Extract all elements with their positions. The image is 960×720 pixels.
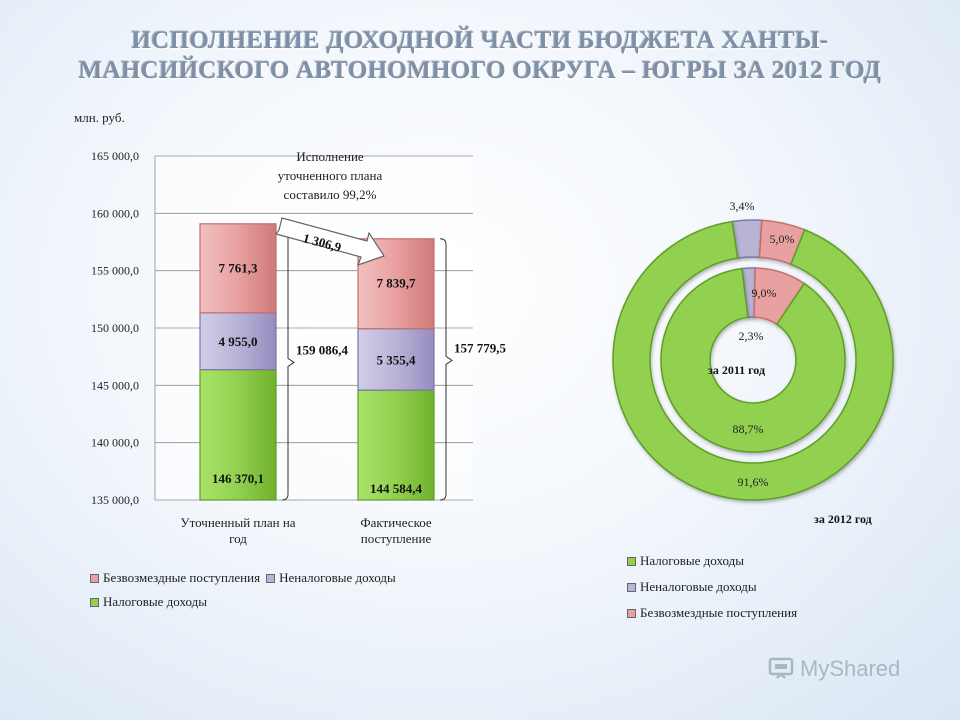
y-tick-label: 135 000,0 bbox=[91, 493, 139, 507]
y-tick-label: 165 000,0 bbox=[91, 149, 139, 163]
annotation-line: составило 99,2% bbox=[284, 187, 377, 202]
total-bracket bbox=[439, 238, 453, 501]
bar-value-label: 144 584,4 bbox=[370, 481, 423, 496]
donut-legend-label-nontax: Неналоговые доходы bbox=[640, 579, 757, 594]
legend-swatch-tax bbox=[90, 597, 99, 607]
legend-swatch-nontax bbox=[266, 573, 276, 583]
donut-labels: 91,6% 3,4% 5,0% 88,7% 2,3% 9,0% bbox=[730, 199, 795, 489]
unit-label: млн. руб. bbox=[74, 110, 125, 125]
donut-slice bbox=[660, 267, 846, 453]
presentation-icon bbox=[768, 657, 794, 679]
bar-segment bbox=[357, 328, 435, 391]
annotation-line: Исполнение bbox=[296, 149, 364, 164]
bar-value-label: 4 955,0 bbox=[219, 334, 258, 349]
legend-label-grants: Безвозмездные поступления bbox=[103, 570, 261, 585]
bar-value-label: 7 761,3 bbox=[219, 260, 259, 275]
legend-swatch-grants bbox=[90, 573, 99, 583]
y-tick-label: 145 000,0 bbox=[91, 378, 139, 392]
bar-value-labels: 146 370,1 4 955,0 7 761,3 144 584,4 5 355,4 7… bbox=[212, 260, 423, 496]
donut-rings bbox=[612, 219, 894, 501]
donut-value-label: 5,0% bbox=[770, 232, 795, 246]
total-label: 159 086,4 bbox=[296, 342, 349, 357]
bar-segment bbox=[199, 223, 277, 314]
outer-ring-caption: за 2012 год bbox=[814, 512, 872, 526]
donut-value-label: 88,7% bbox=[733, 422, 764, 436]
donut-value-label: 9,0% bbox=[752, 286, 777, 300]
y-tick-label: 160 000,0 bbox=[91, 206, 139, 220]
donut-legend-swatch-tax bbox=[627, 556, 636, 566]
y-tick-label: 155 000,0 bbox=[91, 264, 139, 278]
bar-legend: Безвозмездные поступления Неналоговые до… bbox=[90, 570, 396, 610]
bars bbox=[199, 223, 435, 501]
x-tick-label: год bbox=[229, 531, 247, 546]
donut-value-label: 91,6% bbox=[738, 475, 769, 489]
donut-value-label: 2,3% bbox=[739, 329, 764, 343]
bar-segment bbox=[357, 389, 435, 501]
bar-value-label: 5 355,4 bbox=[377, 352, 417, 367]
annotation-line: уточненного плана bbox=[278, 168, 383, 183]
inner-ring-caption: за 2011 год bbox=[708, 363, 766, 377]
arrow-shape bbox=[274, 217, 385, 266]
x-tick-label: Уточненный план на bbox=[180, 515, 295, 530]
plan-execution-annotation: Исполнение уточненного плана составило 99,… bbox=[278, 149, 383, 202]
total-label: 157 779,5 bbox=[454, 340, 507, 355]
donut-value-label: 3,4% bbox=[730, 199, 755, 213]
donut-legend-swatch-grants bbox=[627, 608, 636, 618]
donut-legend-label-tax: Налоговые доходы bbox=[640, 553, 744, 568]
y-axis-ticks: 135 000,0 140 000,0 145 000,0 150 000,0 155 … bbox=[91, 149, 139, 507]
donut-legend: Налоговые доходы Неналоговые доходы Безв… bbox=[627, 548, 797, 626]
donut-legend-swatch-nontax bbox=[627, 582, 636, 592]
donut-slice bbox=[612, 220, 894, 501]
bar-segment bbox=[199, 312, 277, 371]
y-tick-label: 150 000,0 bbox=[91, 321, 139, 335]
bar-value-label: 146 370,1 bbox=[212, 471, 264, 486]
donut-legend-label-grants: Безвозмездные поступления bbox=[640, 605, 798, 620]
bar-segment bbox=[199, 369, 277, 501]
x-tick-label: Фактическое bbox=[360, 515, 432, 530]
legend-label-tax: Налоговые доходы bbox=[103, 594, 207, 609]
y-tick-label: 140 000,0 bbox=[91, 436, 139, 450]
watermark: MyShared bbox=[768, 656, 900, 682]
page-title: ИСПОЛНЕНИЕ ДОХОДНОЙ ЧАСТИ БЮДЖЕТА ХАНТЫ-… bbox=[78, 27, 882, 84]
x-tick-label: поступление bbox=[361, 531, 432, 546]
watermark-text: MyShared bbox=[800, 656, 901, 681]
bar-value-label: 7 839,7 bbox=[377, 276, 417, 291]
legend-label-nontax: Неналоговые доходы bbox=[279, 570, 396, 585]
